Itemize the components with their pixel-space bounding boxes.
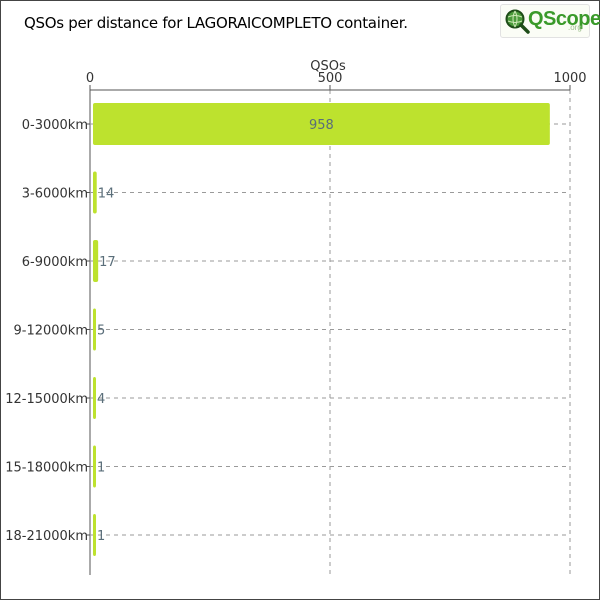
data-label-6: 1: [97, 529, 105, 544]
x-axis-title: QSOs: [310, 59, 346, 74]
category-label-2: 6-9000km: [22, 255, 88, 270]
category-label-4: 12-15000km: [5, 392, 88, 407]
data-label-4: 4: [97, 392, 105, 407]
category-label-3: 9-12000km: [13, 324, 88, 339]
bar-1: [93, 171, 97, 214]
bar-4: [93, 377, 96, 419]
data-label-3: 5: [97, 324, 105, 339]
category-label-6: 18-21000km: [5, 529, 88, 544]
bar-3: [93, 308, 96, 351]
bar-2: [93, 240, 99, 282]
data-label-1: 14: [98, 187, 115, 202]
category-label-5: 15-18000km: [5, 461, 88, 476]
x-tick-label-0: 0: [86, 71, 94, 86]
bar-6: [93, 514, 96, 556]
data-label-0: 958: [309, 118, 334, 133]
chart-title: QSOs per distance for LAGORAICOMPLETO co…: [24, 14, 408, 32]
logo-suffix: .org: [568, 23, 582, 32]
x-tick-label-500: 500: [318, 71, 343, 86]
globe-magnifier-icon: [505, 9, 530, 34]
data-label-2: 17: [99, 255, 116, 270]
category-label-0: 0-3000km: [22, 118, 88, 133]
category-label-1: 3-6000km: [22, 187, 88, 202]
qscope-logo: QScope .org: [500, 4, 600, 38]
data-label-5: 1: [97, 461, 105, 476]
bar-5: [93, 445, 96, 488]
x-tick-label-1000: 1000: [553, 71, 586, 86]
logo-text: QScope: [528, 8, 600, 30]
bar-0: [93, 103, 550, 145]
